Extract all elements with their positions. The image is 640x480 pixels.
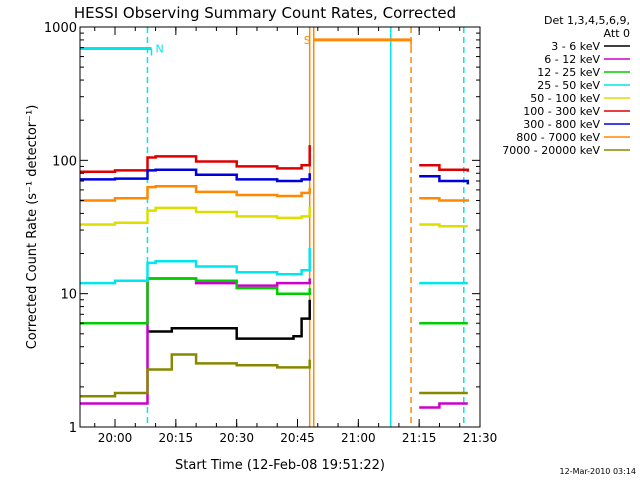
x-tick-label-0: 20:00 — [98, 431, 133, 445]
series-line-7-seg-1 — [419, 196, 470, 202]
chart-annotations: NS — [80, 27, 465, 427]
legend-label-6: 300 - 800 keV — [523, 118, 600, 131]
legend-label-5: 100 - 300 keV — [523, 105, 600, 118]
x-tick-label-4: 21:00 — [341, 431, 376, 445]
series-line-3-seg-0 — [80, 248, 311, 285]
x-tick-label-3: 20:45 — [280, 431, 315, 445]
series-layer — [80, 145, 470, 409]
series-line-1-seg-1 — [419, 402, 468, 409]
series-line-1-seg-0 — [80, 277, 311, 405]
series-line-5-seg-1 — [419, 163, 470, 172]
x-tick-label-6: 21:30 — [463, 431, 498, 445]
series-line-6-seg-0 — [80, 168, 311, 183]
legend-header-1: Det 1,3,4,5,6,9, — [544, 14, 630, 27]
legend-label-3: 25 - 50 keV — [537, 79, 600, 92]
legend-label-4: 50 - 100 keV — [530, 92, 600, 105]
footer-timestamp: 12-Mar-2010 03:14 — [560, 467, 637, 476]
legend-label-7: 800 - 7000 keV — [516, 131, 600, 144]
series-line-6-seg-1 — [419, 174, 470, 185]
plot-frame — [79, 26, 481, 428]
flag-label-N: N — [156, 42, 164, 55]
legend-label-0: 3 - 6 keV — [551, 40, 600, 53]
legend-header-2: Att 0 — [604, 27, 630, 40]
x-tick-label-1: 20:15 — [159, 431, 194, 445]
y-tick-label-3: 1000 — [44, 21, 77, 36]
y-tick-label-2: 100 — [52, 154, 77, 169]
series-line-5-seg-0 — [80, 145, 311, 174]
y-tick-label-1: 10 — [60, 288, 77, 303]
y-tick-label-0: 1 — [69, 421, 77, 436]
x-axis-label: Start Time (12-Feb-08 19:51:22) — [175, 458, 385, 473]
chart-title: HESSI Observing Summary Count Rates, Cor… — [74, 4, 456, 22]
legend-label-8: 7000 - 20000 keV — [502, 144, 600, 157]
x-tick-label-5: 21:15 — [402, 431, 437, 445]
legend-label-1: 6 - 12 keV — [544, 53, 600, 66]
series-line-0-seg-0 — [147, 299, 311, 340]
y-axis-label: Corrected Count Rate (s⁻¹ detector⁻¹) — [25, 105, 40, 350]
x-tick-label-2: 20:30 — [219, 431, 254, 445]
series-line-8-seg-0 — [80, 353, 311, 398]
series-line-4-seg-1 — [419, 223, 468, 228]
series-line-2-seg-0 — [80, 277, 311, 325]
axis-ticks: 20:00 20:15 20:30 20:45 21:00 21:15 21:30 1 10 10… — [44, 21, 497, 445]
series-line-7-seg-0 — [80, 184, 311, 202]
legend-label-2: 12 - 25 keV — [537, 66, 600, 79]
series-line-4-seg-0 — [80, 206, 311, 226]
flag-label-S: S — [304, 34, 311, 47]
